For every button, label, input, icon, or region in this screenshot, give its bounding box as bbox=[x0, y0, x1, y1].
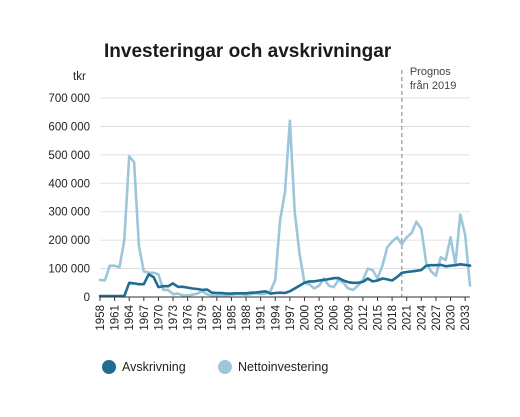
x-tick-label: 1970 bbox=[153, 305, 165, 331]
y-tick-label: 700 000 bbox=[48, 93, 90, 105]
legend: Avskrivning Nettoinvestering bbox=[102, 360, 328, 374]
y-tick-label: 600 000 bbox=[48, 121, 90, 133]
series-line-avskrivning bbox=[98, 263, 472, 298]
x-tick-label: 2000 bbox=[299, 305, 311, 331]
x-axis: 1958 1961 1964 1967 1970 1973 1976 1979 1982 1985… bbox=[95, 296, 472, 331]
prognos-label-line1: Prognos bbox=[410, 66, 451, 78]
x-tick-label: 1979 bbox=[197, 305, 209, 331]
x-tick-label: 2027 bbox=[431, 305, 443, 331]
y-tick-label: 500 000 bbox=[48, 150, 90, 162]
x-tick-label: 1967 bbox=[139, 305, 151, 331]
x-tick-label: 1961 bbox=[110, 305, 122, 331]
chart-title: Investeringar och avskrivningar bbox=[104, 41, 392, 62]
x-tick-label: 1994 bbox=[270, 304, 282, 330]
x-tick-label: 2003 bbox=[314, 305, 326, 331]
x-tick-label: 1988 bbox=[241, 305, 253, 331]
y-tick-label: 200 000 bbox=[48, 235, 90, 247]
gridlines bbox=[100, 97, 470, 269]
series bbox=[98, 119, 472, 298]
x-tick-label: 2030 bbox=[446, 305, 458, 331]
legend-label-avskrivning: Avskrivning bbox=[122, 360, 186, 374]
prognos-label-line2: från 2019 bbox=[410, 80, 456, 92]
y-axis-ticks: 0 100 000 200 000 300 000 400 000 500 000 600 … bbox=[48, 93, 90, 304]
x-tick-label: 1976 bbox=[183, 305, 195, 331]
x-tick-label: 2015 bbox=[373, 305, 385, 331]
x-tick-label: 1958 bbox=[95, 305, 107, 331]
x-tick-label: 2021 bbox=[402, 305, 414, 331]
legend-marker-nettoinvestering bbox=[218, 360, 232, 374]
x-tick-label: 1991 bbox=[256, 305, 268, 331]
x-tick-label: 1964 bbox=[124, 304, 136, 330]
y-tick-label: 100 000 bbox=[48, 264, 90, 276]
series-line-nettoinvestering bbox=[98, 119, 472, 297]
x-tick-label: 1985 bbox=[226, 305, 238, 331]
legend-label-nettoinvestering: Nettoinvestering bbox=[238, 360, 328, 374]
y-tick-label: 0 bbox=[84, 292, 90, 304]
x-tick-label: 2033 bbox=[460, 305, 472, 331]
legend-marker-avskrivning bbox=[102, 360, 116, 374]
y-unit-label: tkr bbox=[73, 71, 86, 83]
x-tick-label: 2024 bbox=[416, 304, 428, 330]
prognos-marker: Prognos från 2019 bbox=[401, 66, 456, 297]
legend-item-nettoinvestering: Nettoinvestering bbox=[218, 360, 328, 374]
x-tick-label: 2009 bbox=[343, 305, 355, 331]
x-tick-label: 1997 bbox=[285, 305, 297, 331]
y-tick-label: 400 000 bbox=[48, 178, 90, 190]
x-tick-label: 2012 bbox=[358, 305, 370, 331]
x-tick-label: 1973 bbox=[168, 305, 180, 331]
x-tick-label: 2018 bbox=[387, 305, 399, 331]
legend-item-avskrivning: Avskrivning bbox=[102, 360, 186, 374]
x-tick-label: 2006 bbox=[329, 305, 341, 331]
x-tick-label: 1982 bbox=[212, 305, 224, 331]
y-tick-label: 300 000 bbox=[48, 207, 90, 219]
